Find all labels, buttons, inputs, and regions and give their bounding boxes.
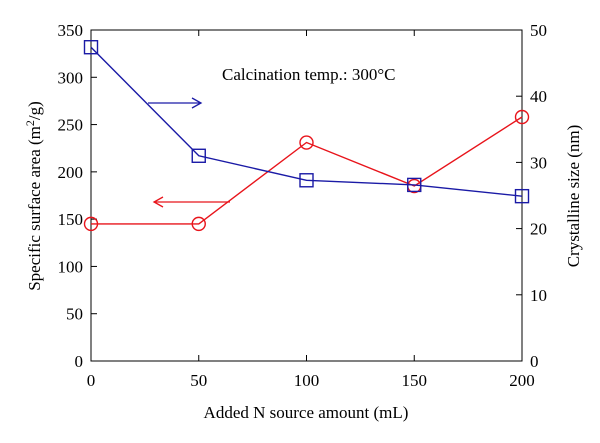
x-axis-ticks: 0 50 100 150 200: [87, 30, 535, 390]
left-tick-label: 300: [58, 68, 84, 87]
series-2-point: [83, 40, 99, 55]
left-tick-label: 150: [58, 210, 84, 229]
series-layer: [83, 40, 530, 232]
axis-arrows: [148, 97, 230, 208]
series-2-point: [407, 177, 422, 193]
left-axis-title-tail: /g): [25, 101, 44, 120]
series-1-point: [83, 216, 99, 232]
left-axis-arrow-head: [152, 196, 164, 208]
right-tick-label: 40: [530, 87, 547, 106]
right-tick-label: 50: [530, 21, 547, 40]
right-axis-title: Crystalline size (nm): [564, 125, 583, 268]
series-2-point: [191, 148, 206, 163]
x-tick-label: 200: [509, 371, 535, 390]
left-axis-title-sup: 2: [23, 120, 37, 126]
series-1-point: [514, 109, 530, 125]
x-tick-label: 150: [402, 371, 428, 390]
left-axis-title: Specific surface area (m2/g): [23, 101, 44, 291]
left-tick-label: 250: [58, 116, 84, 135]
series-2-point: [514, 188, 530, 204]
right-tick-label: 20: [530, 220, 547, 239]
left-axis-title-main: Specific surface area (m: [25, 126, 44, 291]
series-2-point: [299, 173, 314, 188]
annotation-text: Calcination temp.: 300°C: [222, 65, 395, 84]
left-tick-label: 350: [58, 21, 84, 40]
series-1-line: [91, 116, 523, 225]
series-1-point: [299, 135, 314, 150]
x-tick-label: 0: [87, 371, 96, 390]
left-tick-label: 0: [75, 352, 84, 371]
right-tick-label: 30: [530, 153, 547, 172]
left-axis-ticks: 0 50 100 150 200 250 300 350: [58, 21, 97, 371]
left-tick-label: 200: [58, 163, 84, 182]
series-2-line: [90, 46, 523, 197]
x-axis-title: Added N source amount (mL): [204, 403, 409, 422]
x-tick-label: 50: [190, 371, 207, 390]
left-tick-label: 50: [66, 305, 83, 324]
right-axis-arrow-head: [191, 97, 203, 109]
right-tick-label: 0: [530, 352, 539, 371]
right-axis-ticks: 0 10 20 30 40 50: [516, 21, 547, 371]
left-tick-label: 100: [58, 257, 84, 276]
right-tick-label: 10: [530, 286, 547, 305]
x-tick-label: 100: [294, 371, 320, 390]
series-1-point: [191, 216, 206, 232]
